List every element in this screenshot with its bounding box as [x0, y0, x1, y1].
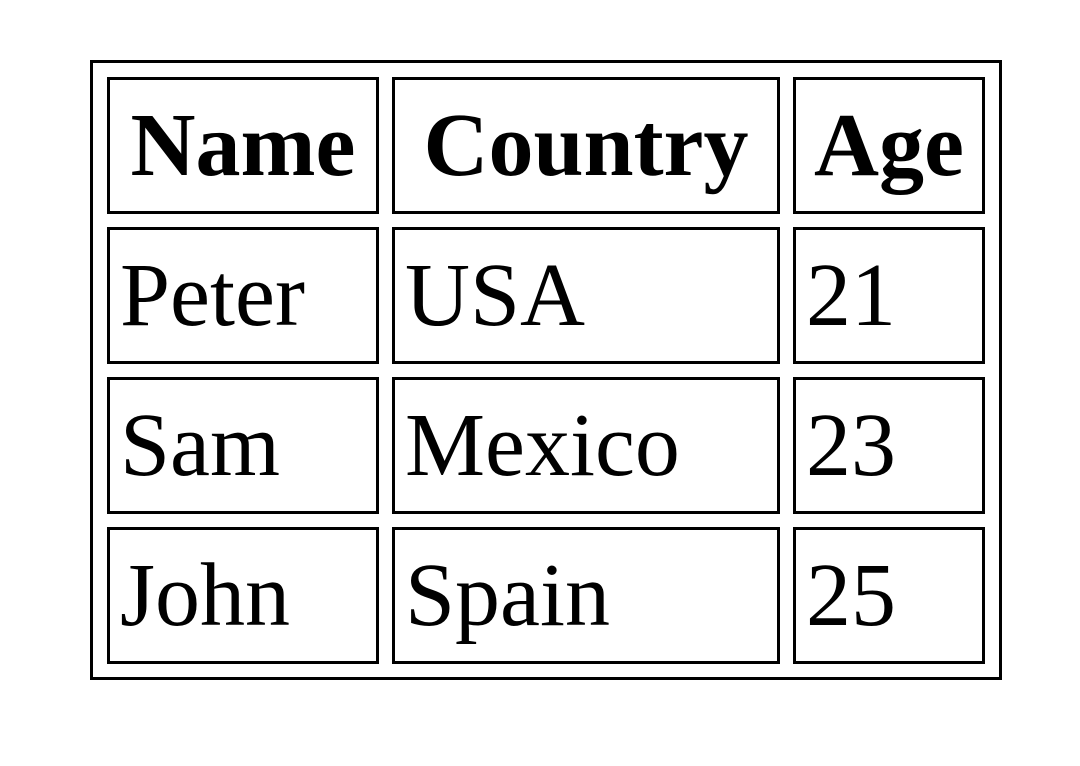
table-cell-name: Sam [107, 377, 379, 514]
table-cell-age: 25 [793, 527, 985, 664]
table-cell-country: Spain [392, 527, 780, 664]
table-cell-country: Mexico [392, 377, 780, 514]
column-header-age: Age [793, 77, 985, 214]
table-cell-country: USA [392, 227, 780, 364]
data-table: Name Country Age Peter USA 21 Sam Mexico… [90, 60, 1002, 680]
table-cell-name: Peter [107, 227, 379, 364]
table-cell-age: 23 [793, 377, 985, 514]
table-cell-name: John [107, 527, 379, 664]
table-cell-age: 21 [793, 227, 985, 364]
column-header-name: Name [107, 77, 379, 214]
table-grid: Name Country Age Peter USA 21 Sam Mexico… [107, 77, 985, 664]
column-header-country: Country [392, 77, 780, 214]
